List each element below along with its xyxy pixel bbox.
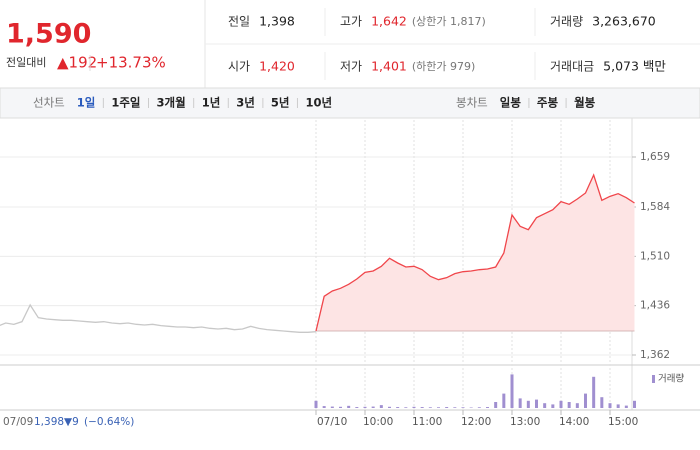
tab[interactable]: 1일: [77, 96, 96, 110]
volume-bar: [404, 407, 408, 408]
quote-value: 1,398: [259, 14, 295, 29]
tab[interactable]: 3개월: [157, 96, 186, 110]
area-fill: [316, 175, 635, 331]
y-tick-label: 1,584: [640, 201, 670, 213]
x-tick-label: 07/10: [317, 416, 347, 428]
volume-bar: [371, 406, 375, 408]
tab[interactable]: 1년: [202, 96, 221, 110]
change-rate: +13.73%: [96, 54, 166, 72]
legend-label: 거래량: [658, 373, 684, 385]
quote-value: 5,073 백만: [603, 59, 666, 74]
volume-bar: [575, 403, 579, 408]
prev-change: ▼9: [64, 416, 79, 428]
y-tick-label: 1,510: [640, 250, 670, 262]
tab[interactable]: 일봉: [500, 96, 522, 110]
volume-bar: [330, 406, 334, 408]
quote-value: 1,401: [371, 59, 407, 74]
volume-bar: [396, 407, 400, 408]
volume-bar: [339, 406, 342, 408]
y-tick-label: 1,362: [640, 349, 670, 361]
volume-bar: [633, 400, 636, 408]
volume-bar: [494, 402, 498, 408]
quote-label: 시가: [228, 60, 250, 74]
tab-group-label: 선차트: [33, 96, 65, 110]
quote-label: 전일: [228, 15, 250, 29]
volume-bar: [437, 407, 440, 408]
quote-value: 3,263,670: [592, 14, 656, 29]
quote-label: 저가: [340, 60, 362, 74]
volume-bar: [322, 406, 326, 408]
volume-bar: [412, 406, 416, 408]
volume-bar: [600, 397, 604, 408]
price-line: [315, 173, 635, 332]
x-tick-label: 12:00: [461, 416, 491, 428]
volume-bar: [624, 405, 628, 408]
quote-label: 거래대금: [550, 60, 594, 74]
change-label: 전일대비: [6, 55, 46, 69]
price-line: [0, 303, 317, 333]
legend-swatch: [652, 375, 655, 383]
volume-bar: [453, 407, 457, 408]
price: 1,590: [6, 19, 91, 50]
x-tick-label: 13:00: [510, 416, 540, 428]
volume-bar: [363, 406, 367, 408]
volume-bar: [461, 407, 465, 408]
volume-bar: [379, 405, 383, 408]
volume-bar: [486, 407, 489, 408]
volume-bar: [608, 403, 612, 408]
x-tick-label: 15:00: [608, 416, 638, 428]
tab[interactable]: 10년: [305, 96, 332, 110]
volume-bar: [420, 407, 424, 408]
x-tick-label: 10:00: [363, 416, 393, 428]
volume-bar: [584, 393, 587, 408]
y-tick-label: 1,436: [640, 300, 670, 312]
tab[interactable]: 월봉: [574, 96, 596, 110]
quote-value: 1,642: [371, 14, 407, 29]
volume-bar: [314, 400, 318, 408]
tab-group-label: 봉차트: [456, 96, 488, 110]
volume-bar: [510, 374, 514, 408]
quote-extra: (하한가 979): [412, 59, 475, 73]
volume-bar: [355, 407, 359, 408]
volume-bar: [592, 376, 596, 408]
volume-bar: [616, 404, 620, 408]
volume-bar: [518, 398, 522, 408]
x-tick-label: 11:00: [412, 416, 442, 428]
prev-rate: (−0.64%): [84, 416, 134, 428]
prev-close: 1,398: [34, 416, 64, 428]
volume-bar: [502, 393, 506, 408]
volume-bar: [543, 403, 547, 408]
volume-bar: [535, 399, 538, 408]
tab[interactable]: 3년: [236, 96, 255, 110]
tab[interactable]: 주봉: [537, 96, 559, 110]
tab[interactable]: 1주일: [111, 96, 140, 110]
tab-bar: [0, 87, 700, 119]
tab[interactable]: 5년: [271, 96, 290, 110]
x-tick-label: 14:00: [559, 416, 589, 428]
volume-bar: [559, 400, 563, 408]
volume-bar: [526, 400, 530, 408]
y-tick-label: 1,659: [640, 151, 670, 163]
quote-label: 고가: [340, 15, 362, 29]
change: ▲192: [57, 54, 97, 72]
volume-bar: [567, 402, 571, 408]
quote-extra: (상한가 1,817): [412, 15, 486, 28]
volume-bar: [445, 407, 449, 408]
prev-date: 07/09: [3, 416, 33, 428]
quote-label: 거래량: [550, 15, 583, 29]
volume-bar: [388, 406, 391, 408]
volume-bar: [551, 404, 555, 408]
volume-bar: [428, 407, 432, 408]
quote-value: 1,420: [259, 59, 295, 74]
volume-bar: [477, 407, 481, 408]
volume-bar: [347, 405, 351, 408]
